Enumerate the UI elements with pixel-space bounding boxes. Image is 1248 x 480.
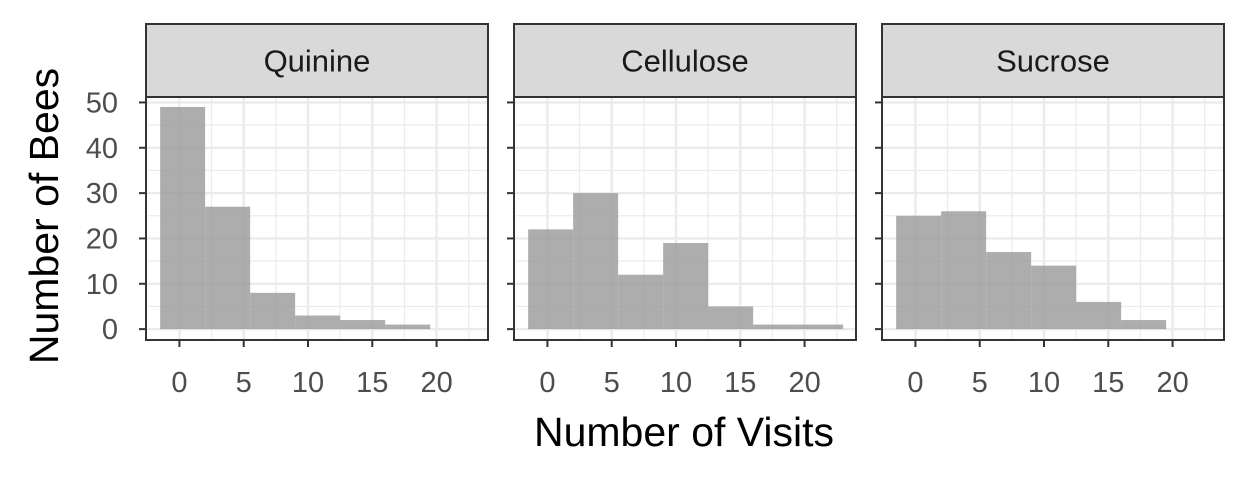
bar-sucrose-bin-3 [1031,265,1077,330]
bar-sucrose-bin-4 [1076,301,1122,330]
facet-strip-sucrose [881,23,1225,98]
bar-sucrose-bin-1 [941,211,987,330]
y-tick-label-30: 30 [86,178,118,210]
x-tick-label-15: 15 [356,367,388,399]
x-axis-title: Number of Visits [534,409,834,455]
x-tick-label-10: 10 [292,367,324,399]
bar-quinine-bin-1 [205,206,251,330]
bar-cellulose-bin-2 [618,274,664,330]
bar-cellulose-bin-5 [753,324,799,330]
panel-border [513,96,857,341]
y-tick-label-20: 20 [86,223,118,255]
facet-strip-label-cellulose: Cellulose [621,44,749,79]
bar-sucrose-bin-0 [896,215,942,330]
facet-strip-label-quinine: Quinine [264,44,371,79]
y-tick-label-10: 10 [86,269,118,301]
bar-quinine-bin-2 [250,292,296,330]
y-axis-title: Number of Bees [21,68,67,364]
bar-cellulose-bin-1 [573,193,619,330]
bar-sucrose-bin-5 [1121,320,1167,330]
bar-quinine-bin-0 [160,106,206,330]
x-tick-label-15: 15 [724,367,756,399]
facet-strip-quinine [145,23,489,98]
x-tick-label-20: 20 [788,367,820,399]
facet-cellulose: Cellulose 0 5 10 15 20 [507,23,857,399]
facet-strip-label-sucrose: Sucrose [996,44,1110,79]
x-tick-label-5: 5 [236,367,252,399]
bar-cellulose-bin-4 [708,306,754,330]
x-tick-label-0: 0 [539,367,555,399]
x-tick-label-20: 20 [420,367,452,399]
bar-sucrose-bin-2 [986,252,1032,330]
bar-quinine-bin-3 [295,315,341,330]
bar-cellulose-bin-6 [798,324,844,330]
x-tick-label-10: 10 [1028,367,1060,399]
x-tick-label-15: 15 [1092,367,1124,399]
bar-cellulose-bin-0 [528,229,574,330]
bar-cellulose-bin-3 [663,242,709,330]
bar-quinine-bin-4 [340,320,386,330]
y-tick-label-40: 40 [86,133,118,165]
y-tick-label-50: 50 [86,87,118,119]
y-tick-label-0: 0 [102,314,118,346]
x-tick-label-0: 0 [171,367,187,399]
panel-border [881,96,1225,341]
x-tick-label-0: 0 [907,367,923,399]
y-axis-tick-labels: 0 10 20 30 40 50 [86,87,118,346]
x-tick-label-5: 5 [972,367,988,399]
facet-panels: Quinine 0 5 10 15 20 Cellulose 0 5 10 15 20 Sucrose 0… [139,23,1225,399]
panel-border [145,96,489,341]
facet-quinine: Quinine 0 5 10 15 20 [139,23,489,399]
x-tick-label-20: 20 [1156,367,1188,399]
x-tick-label-5: 5 [604,367,620,399]
bar-quinine-bin-5 [385,324,431,330]
x-tick-label-10: 10 [660,367,692,399]
facet-sucrose: Sucrose 0 5 10 15 20 [875,23,1225,399]
